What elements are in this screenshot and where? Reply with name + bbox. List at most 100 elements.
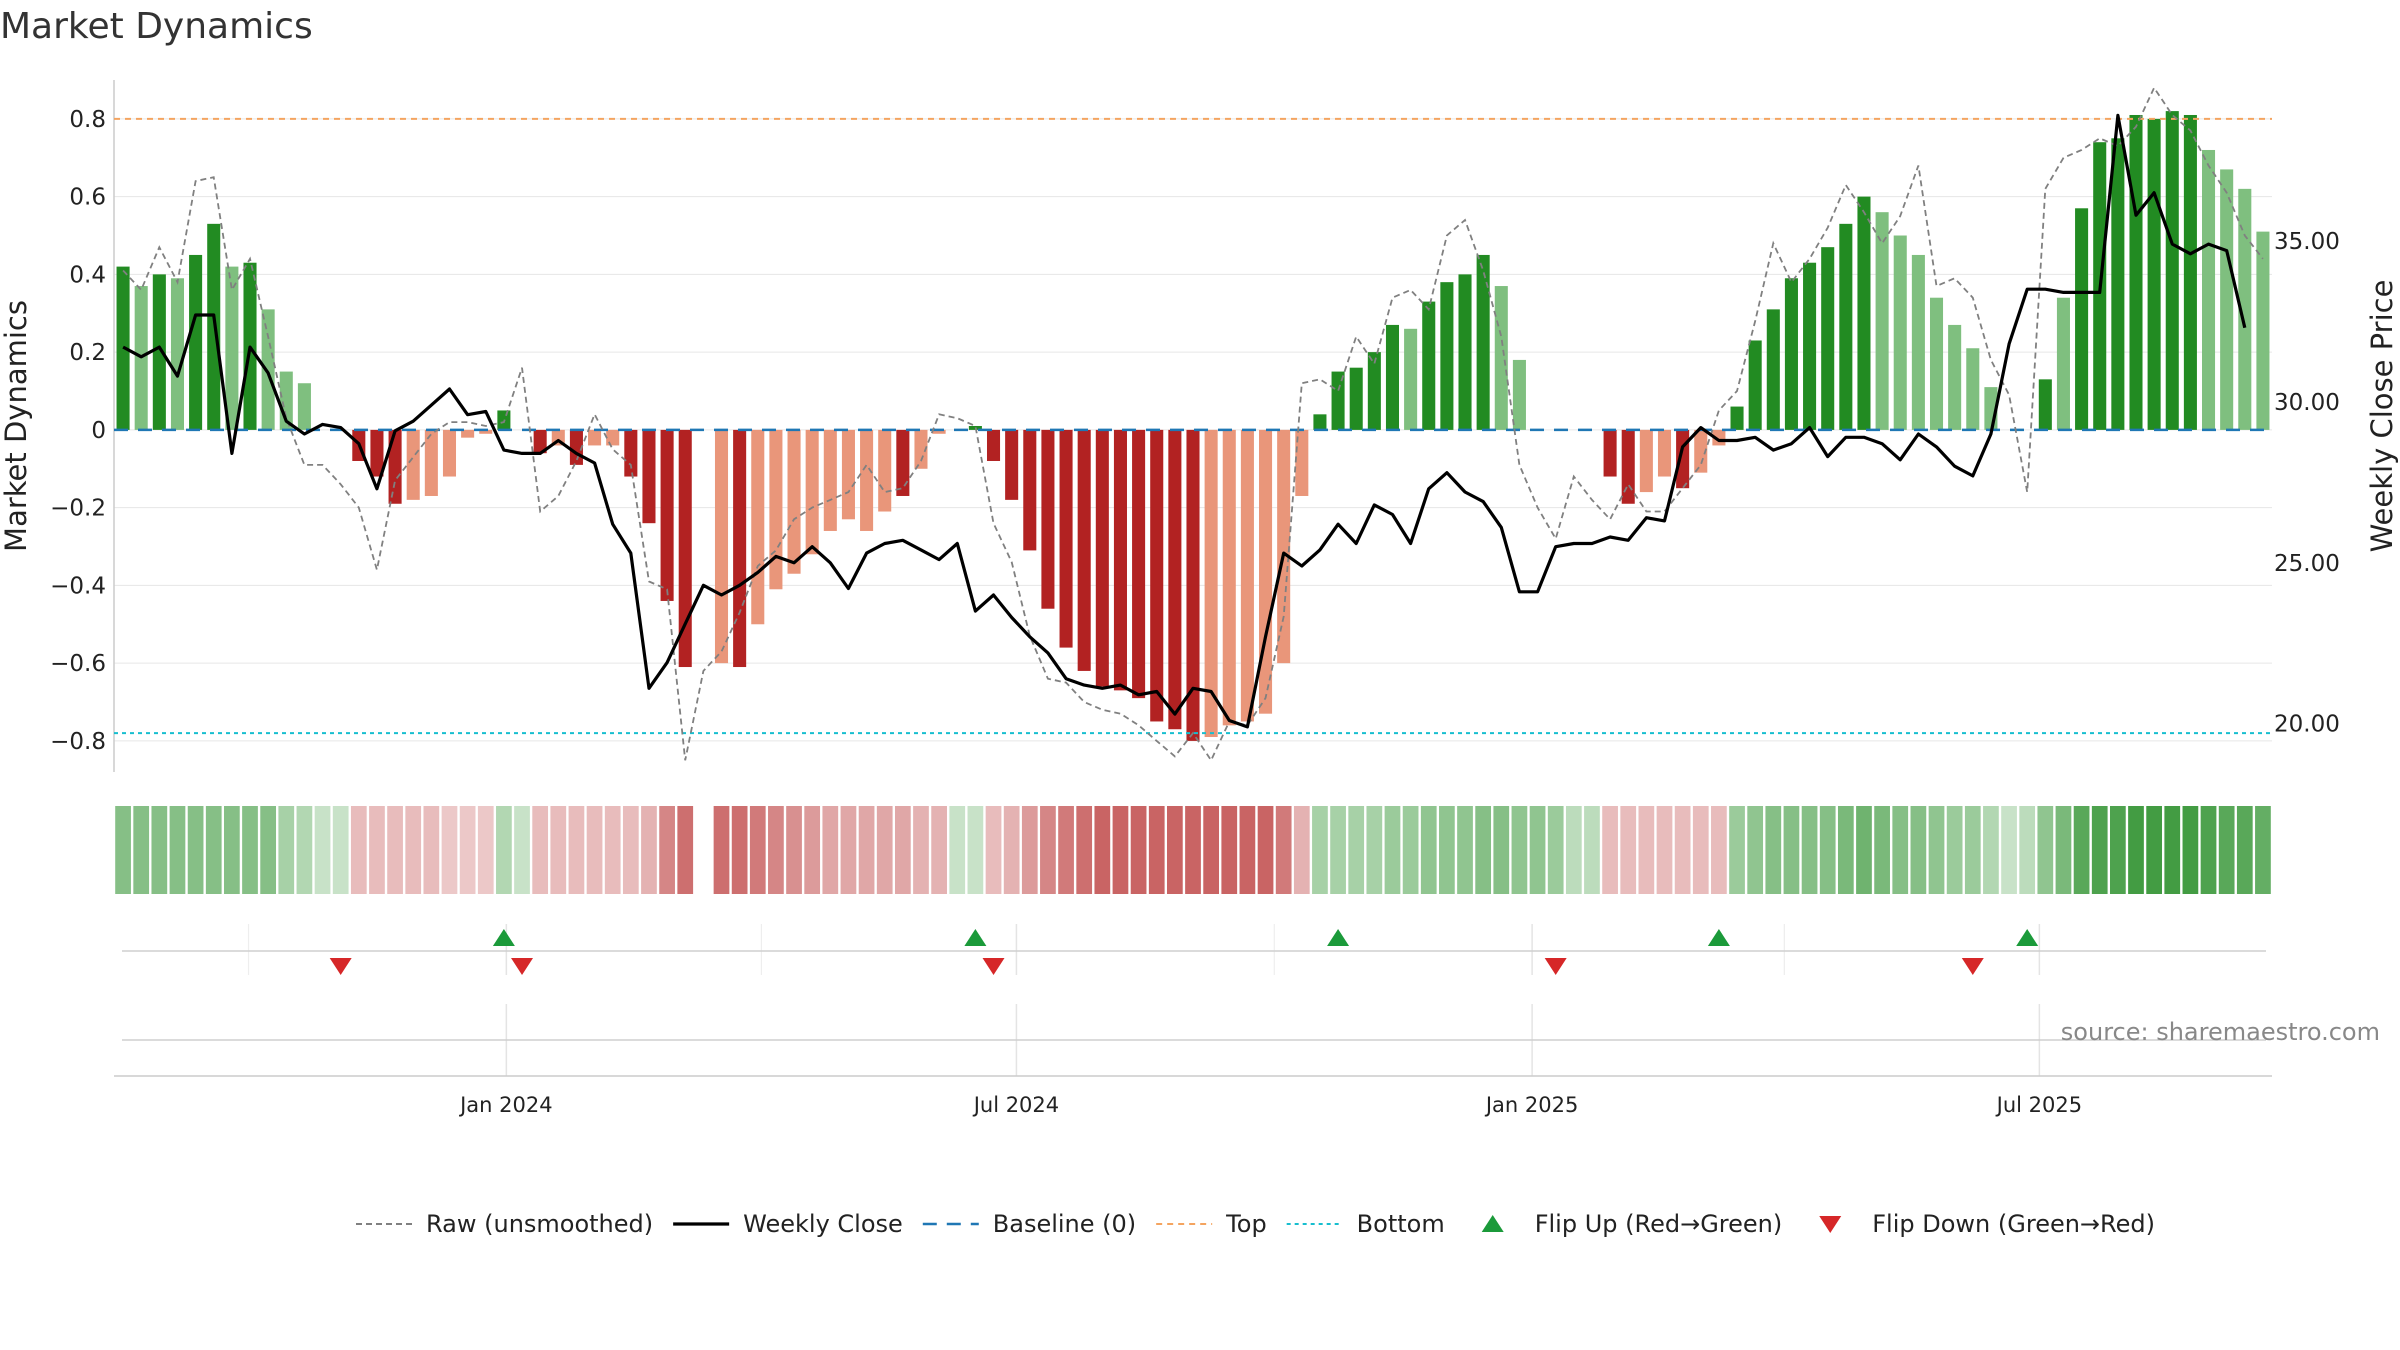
heat-cell <box>260 806 277 894</box>
legend-label: Weekly Close <box>743 1210 903 1238</box>
dynamics-bar <box>370 429 384 477</box>
heat-cell <box>1203 806 1220 894</box>
dynamics-bar <box>1077 429 1091 671</box>
heat-cell <box>949 806 966 894</box>
y-tick-label: −0.8 <box>50 729 106 755</box>
heat-cell <box>1040 806 1056 894</box>
legend-label: Bottom <box>1357 1210 1445 1238</box>
dynamics-bar <box>624 429 638 477</box>
heat-cell <box>749 806 766 894</box>
dynamics-bar <box>714 429 729 664</box>
dynamics-bar <box>660 429 674 601</box>
dynamics-bar <box>1367 352 1381 430</box>
heat-cell <box>1185 806 1201 894</box>
heat-cell <box>1366 806 1383 894</box>
heat-cell <box>1874 806 1890 894</box>
dynamics-bar <box>1748 340 1762 430</box>
heat-cell <box>1964 806 1981 894</box>
heat-cell <box>1348 806 1365 894</box>
heat-cell <box>677 806 694 894</box>
heat-cell <box>115 806 131 894</box>
dynamics-bar <box>1603 429 1617 477</box>
y-right-tick-label: 35.00 <box>2274 229 2340 255</box>
flip-down-marker <box>511 958 534 975</box>
dynamics-bar <box>1113 429 1127 691</box>
heat-cell <box>169 806 186 894</box>
dynamics-bar <box>1005 429 1019 500</box>
raw-series-line <box>122 85 2264 763</box>
heat-cell <box>2019 806 2036 894</box>
heat-cell <box>1257 806 1274 894</box>
dynamics-bar <box>1621 429 1635 504</box>
legend-swatch <box>1819 1216 1842 1233</box>
heat-cell <box>2091 806 2108 894</box>
heat-cell <box>1711 806 1727 894</box>
heat-cell <box>840 806 857 894</box>
heat-cell <box>2164 806 2181 894</box>
heat-cell <box>1275 806 1292 894</box>
dynamics-bar <box>986 429 1001 461</box>
source-note: source: sharemaestro.com <box>2061 1018 2380 1046</box>
dynamics-bar <box>1839 223 1853 430</box>
dynamics-bar <box>878 429 892 512</box>
y-tick-label: −0.2 <box>50 496 106 522</box>
heat-cell <box>2128 806 2144 894</box>
dynamics-bar <box>424 429 438 496</box>
dynamics-bar <box>2075 208 2089 430</box>
dynamics-bar <box>2056 297 2070 430</box>
dynamics-bar <box>1440 282 1454 430</box>
legend-item-flip_up: Flip Up (Red→Green) <box>1481 1210 1782 1238</box>
heat-cell <box>2001 806 2017 894</box>
dynamics-bar <box>1295 429 1309 496</box>
heat-cell <box>2055 806 2072 894</box>
heat-cell <box>1058 806 1074 894</box>
dynamics-bar <box>1694 429 1708 473</box>
heat-cell <box>1511 806 1528 894</box>
heat-cell <box>205 806 222 894</box>
dynamics-bar <box>1639 429 1653 493</box>
dynamics-bar <box>1150 429 1164 722</box>
heat-cell <box>1547 806 1564 894</box>
heat-cell <box>659 806 675 894</box>
heat-cell <box>514 806 530 894</box>
dynamics-bar <box>2183 114 2197 430</box>
legend-label: Baseline (0) <box>993 1210 1136 1238</box>
dynamics-bar <box>787 429 801 574</box>
heat-cell <box>1638 806 1655 894</box>
heat-cell <box>1130 806 1147 894</box>
heat-cell <box>2109 806 2126 894</box>
heat-cell <box>296 806 313 894</box>
bottom-panel: Jan 2024 Jul 2024 Jan 2025 Jul 2025 <box>114 1004 2272 1117</box>
heat-cell <box>1602 806 1618 894</box>
chart-title: Market Dynamics <box>0 6 313 47</box>
dynamics-bar <box>1476 254 1490 430</box>
dynamics-bar <box>2220 169 2234 430</box>
heat-cell <box>2073 806 2090 894</box>
heat-cell <box>768 806 784 894</box>
dynamics-bar <box>805 429 819 555</box>
dynamics-bar <box>1857 196 1871 430</box>
dynamics-bar <box>1893 235 1907 430</box>
heat-cell <box>876 806 893 894</box>
dynamics-bar <box>479 429 493 434</box>
heat-cell <box>913 806 929 894</box>
dynamics-bar <box>1240 429 1254 722</box>
heat-cell <box>1620 806 1637 894</box>
heat-cell <box>822 806 839 894</box>
heat-cell <box>133 806 150 894</box>
heat-cell <box>731 806 748 894</box>
heat-cell <box>1221 806 1238 894</box>
dynamics-bar <box>1821 247 1835 430</box>
heat-cell <box>314 806 331 894</box>
flip-panel <box>122 924 2266 975</box>
heat-cell <box>1747 806 1764 894</box>
y-tick-label: −0.4 <box>50 573 106 599</box>
dynamics-bar <box>442 429 457 477</box>
heat-cell <box>1819 806 1836 894</box>
dynamics-bar <box>533 429 547 454</box>
flip-up-marker <box>2016 929 2039 946</box>
y-tick-label: −0.6 <box>50 651 106 677</box>
flip-up-marker <box>492 929 515 946</box>
heat-cell <box>985 806 1002 894</box>
y-axis-label: Market Dynamics <box>0 300 33 552</box>
